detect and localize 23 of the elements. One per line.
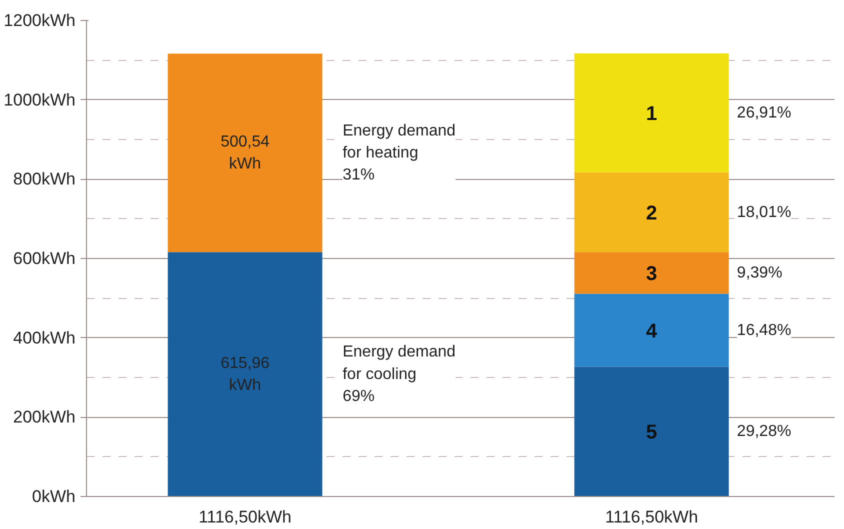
x-tick-label: 1116,50kWh: [605, 508, 698, 526]
series-label: 2: [646, 202, 658, 224]
y-tick-label: 200kWh: [13, 408, 76, 427]
y-tick-label: 800kWh: [13, 170, 76, 189]
y-tick-label: 1000kWh: [4, 90, 76, 110]
annotation: Energy demand for cooling 69%: [342, 344, 456, 405]
series-label: 5: [646, 422, 658, 444]
series-label: 1: [646, 102, 658, 125]
data-label: 615,96 kWh: [220, 354, 270, 394]
y-tick-label: 0kWh: [32, 487, 76, 506]
annotation: 29,28%: [736, 423, 792, 440]
annotation: 26,91%: [736, 104, 792, 122]
annotation: 9,39%: [736, 264, 782, 282]
annotation: 18,01%: [736, 204, 792, 221]
series-label: 3: [646, 262, 658, 285]
series-label: 4: [646, 320, 658, 342]
y-tick-label: 1200kWh: [4, 11, 76, 30]
y-tick-label: 600kWh: [13, 249, 76, 268]
annotation: 16,48%: [736, 322, 792, 339]
y-tick-label: 400kWh: [13, 328, 76, 348]
annotation: Energy demand for heating 31%: [342, 122, 456, 184]
data-label: 500,54 kWh: [220, 133, 270, 172]
x-tick-label: 1116,50kWh: [198, 508, 292, 526]
